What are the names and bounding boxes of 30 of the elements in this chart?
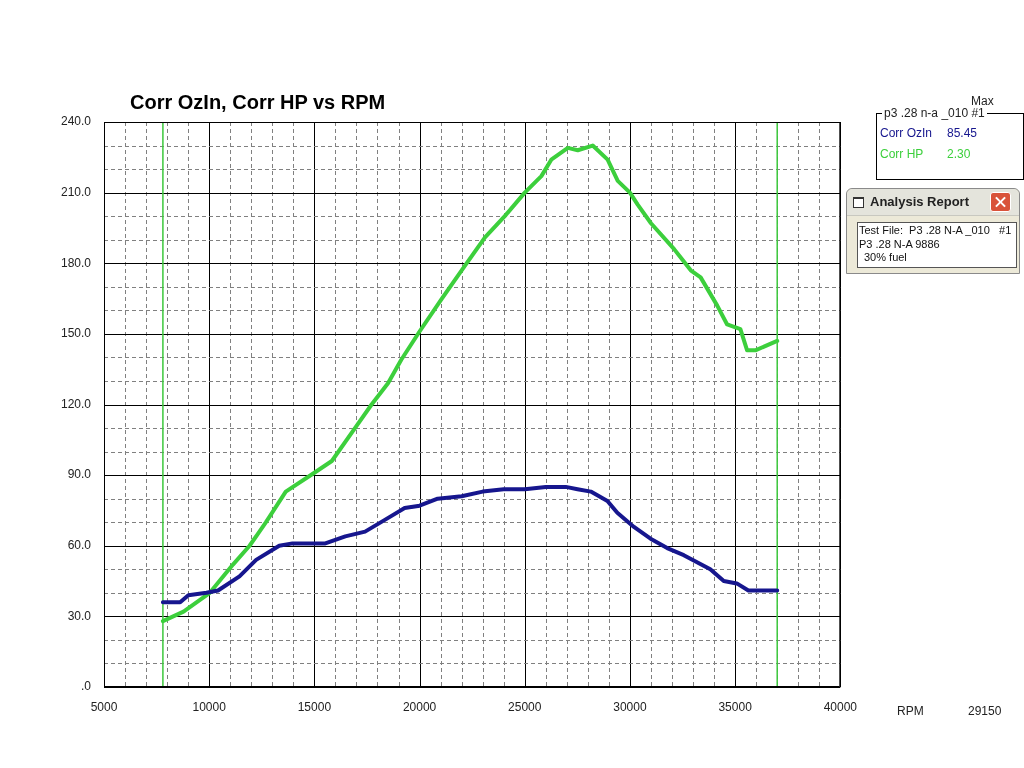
x-tick-label: 35000 — [718, 699, 753, 714]
y-tick-label: 210.0 — [60, 184, 92, 199]
text: Corr OzIn — [880, 126, 933, 140]
text: 29150 — [968, 704, 1002, 718]
x-tick-label: 5000 — [90, 699, 118, 714]
y-tick-label: 30.0 — [67, 608, 92, 623]
text: 85.45 — [947, 126, 978, 140]
legend-title: p3 .28 n-a _010 #1 — [882, 106, 987, 120]
x-tick-label: 40000 — [823, 699, 858, 714]
text: 30% fuel — [864, 251, 907, 264]
y-tick-label: 240.0 — [60, 114, 92, 129]
text: Test File: P3 .28 N-A _010 #1 — [859, 224, 1012, 237]
text: Max — [971, 94, 994, 108]
text: Corr HP — [880, 147, 924, 161]
x-tick-label: 20000 — [402, 699, 437, 714]
x-tick-label: 10000 — [192, 699, 227, 714]
y-tick-label: 90.0 — [67, 467, 92, 482]
chart-title: Corr OzIn, Corr HP vs RPM — [130, 91, 386, 114]
y-tick-label: 120.0 — [60, 396, 92, 411]
text: Analysis Report — [870, 194, 969, 209]
y-tick-label: 60.0 — [67, 538, 92, 553]
x-axis-title: RPM — [897, 704, 924, 718]
x-tick-label: 30000 — [613, 699, 647, 714]
x-tick-label: 25000 — [508, 699, 542, 714]
x-tick-label: 15000 — [297, 699, 332, 714]
text: P3 .28 N-A 9886 — [859, 237, 940, 251]
y-tick-label: 180.0 — [60, 255, 92, 270]
y-tick-label: .0 — [80, 679, 92, 694]
text: 2.30 — [947, 147, 971, 161]
y-tick-label: 150.0 — [60, 326, 92, 341]
